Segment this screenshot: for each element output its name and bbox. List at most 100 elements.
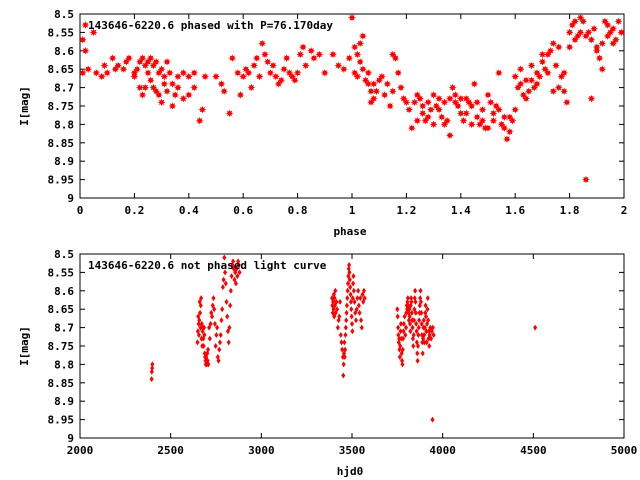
data-point — [549, 87, 558, 96]
data-point — [503, 135, 511, 143]
data-point — [174, 83, 182, 92]
data-point — [228, 287, 233, 294]
data-point — [231, 258, 236, 265]
data-point — [157, 65, 166, 73]
x-tick-label: 3500 — [339, 444, 366, 457]
data-point — [108, 54, 117, 62]
data-point — [367, 98, 375, 107]
data-point — [414, 320, 419, 327]
x-axis-label: phase — [333, 225, 366, 238]
data-point — [228, 54, 237, 62]
data-point — [261, 50, 269, 59]
data-point — [590, 24, 598, 33]
chart-title: 143646-6220.6 phased with P=76.170day — [88, 19, 333, 32]
data-point — [340, 346, 345, 353]
data-point — [391, 54, 400, 62]
data-point — [554, 43, 563, 51]
data-point — [202, 331, 207, 338]
data-point — [348, 298, 353, 305]
data-point — [409, 309, 414, 316]
data-point — [457, 94, 465, 103]
data-point — [495, 69, 503, 77]
data-point — [269, 61, 277, 70]
data-point — [415, 357, 420, 364]
x-tick-label: 1.8 — [560, 204, 580, 217]
data-point — [430, 416, 435, 423]
data-point — [301, 61, 310, 70]
data-point — [310, 54, 318, 62]
data-point — [233, 69, 242, 77]
data-point — [350, 295, 355, 302]
data-point — [206, 361, 211, 368]
data-point — [220, 284, 225, 291]
data-point — [565, 28, 574, 37]
data-point — [296, 50, 305, 59]
data-point — [437, 113, 446, 121]
data-point — [400, 346, 405, 353]
data-point — [234, 265, 239, 272]
data-point — [505, 127, 514, 136]
data-point — [355, 295, 360, 302]
chart-title: 143646-6220.6 not phased light curve — [88, 259, 327, 272]
data-point — [237, 269, 242, 276]
data-point — [138, 54, 147, 62]
data-point — [579, 17, 587, 26]
data-point — [359, 32, 367, 40]
data-point — [84, 65, 92, 73]
data-point — [407, 313, 412, 320]
data-point — [202, 324, 207, 331]
data-point — [386, 102, 394, 110]
data-point — [364, 69, 373, 77]
data-point — [367, 87, 375, 96]
data-point — [179, 94, 188, 103]
data-point — [163, 87, 171, 96]
data-point — [196, 331, 201, 338]
data-point — [210, 313, 215, 320]
data-point — [416, 324, 421, 331]
data-point — [236, 262, 241, 269]
data-point — [103, 69, 111, 77]
data-point — [397, 354, 402, 361]
data-point — [258, 39, 267, 48]
data-point — [538, 58, 547, 66]
y-tick-label: 8.7 — [54, 322, 74, 335]
data-point — [484, 124, 492, 132]
data-point — [394, 69, 403, 77]
data-point — [224, 298, 229, 305]
data-point — [398, 320, 403, 327]
x-tick-label: 0.6 — [233, 204, 253, 217]
data-point — [431, 331, 436, 338]
data-point — [334, 298, 339, 305]
data-point — [410, 98, 419, 107]
data-point — [171, 91, 179, 99]
data-point — [229, 273, 234, 280]
data-point — [418, 102, 427, 110]
data-point — [405, 105, 413, 114]
data-point — [527, 61, 536, 70]
data-point — [149, 368, 154, 375]
data-point — [168, 102, 177, 110]
data-point — [582, 175, 590, 184]
data-point — [576, 28, 585, 37]
data-point — [89, 28, 98, 37]
data-point — [168, 80, 177, 88]
data-point — [533, 80, 541, 88]
data-point — [617, 28, 626, 37]
data-point — [350, 320, 354, 327]
data-point — [411, 343, 416, 349]
x-tick-label: 0 — [77, 204, 84, 217]
data-point — [160, 72, 169, 81]
x-tick-label: 5000 — [611, 444, 638, 457]
data-point — [420, 350, 425, 357]
data-point — [247, 83, 256, 92]
data-point — [133, 65, 141, 73]
y-tick-label: 8.55 — [48, 26, 75, 39]
data-point — [339, 339, 344, 346]
data-point — [225, 109, 234, 118]
y-axis-label: I[mag] — [18, 326, 31, 366]
data-point — [338, 298, 343, 305]
data-point — [341, 361, 346, 368]
data-point — [486, 98, 495, 107]
data-point — [409, 298, 414, 305]
data-point — [413, 309, 418, 316]
